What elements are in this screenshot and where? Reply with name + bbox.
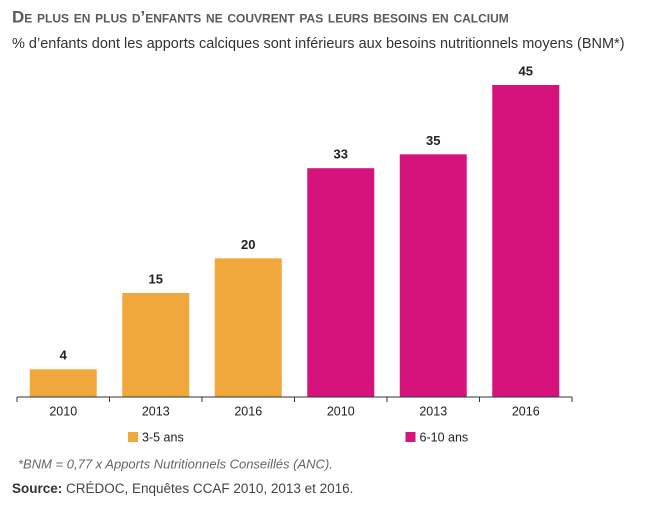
value-label: 15	[149, 271, 163, 286]
bar	[122, 293, 190, 397]
bar	[492, 85, 560, 397]
source-label: Source:	[12, 481, 62, 496]
x-tick-label: 2013	[142, 404, 170, 418]
footnote: *BNM = 0,77 x Apports Nutritionnels Cons…	[18, 456, 333, 471]
source: Source: CRÉDOC, Enquêtes CCAF 2010, 2013…	[12, 481, 353, 496]
value-label: 35	[426, 133, 440, 148]
source-text: CRÉDOC, Enquêtes CCAF 2010, 2013 et 2016…	[62, 481, 353, 496]
bar	[29, 369, 97, 397]
chart-subtitle: % d’enfants dont les apports calciques s…	[12, 36, 625, 52]
bar	[307, 168, 375, 397]
chart-title: De plus en plus d’enfants ne couvrent pa…	[12, 7, 509, 26]
x-tick-label: 2016	[234, 404, 262, 418]
value-label: 20	[241, 237, 255, 252]
bar	[214, 258, 282, 397]
value-label: 33	[334, 147, 348, 162]
x-tick-label: 2010	[327, 404, 355, 418]
x-tick-label: 2010	[49, 404, 77, 418]
legend-swatch	[405, 432, 416, 442]
bar	[399, 154, 467, 397]
x-tick-label: 2016	[512, 404, 540, 418]
value-label: 45	[519, 63, 533, 78]
value-label: 4	[60, 348, 68, 363]
legend-swatch	[128, 432, 138, 442]
x-tick-label: 2013	[419, 404, 447, 418]
legend-label: 6-10 ans	[420, 430, 469, 444]
legend-label: 3-5 ans	[142, 430, 184, 444]
